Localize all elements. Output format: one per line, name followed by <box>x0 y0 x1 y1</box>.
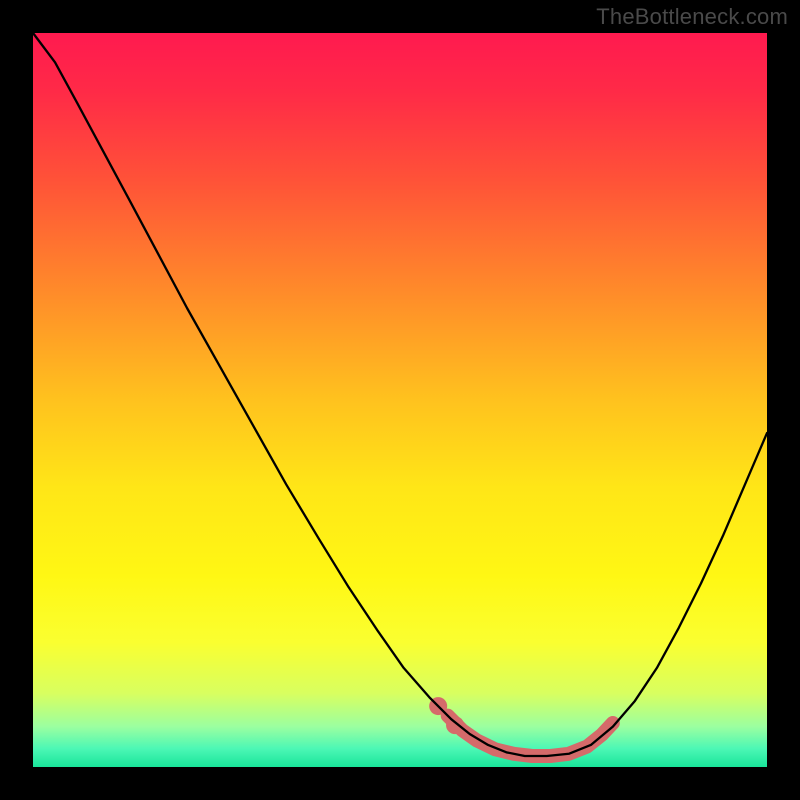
bottleneck-chart <box>0 0 800 800</box>
chart-stage: TheBottleneck.com <box>0 0 800 800</box>
plot-background <box>33 33 767 767</box>
highlight-dot <box>446 716 464 734</box>
